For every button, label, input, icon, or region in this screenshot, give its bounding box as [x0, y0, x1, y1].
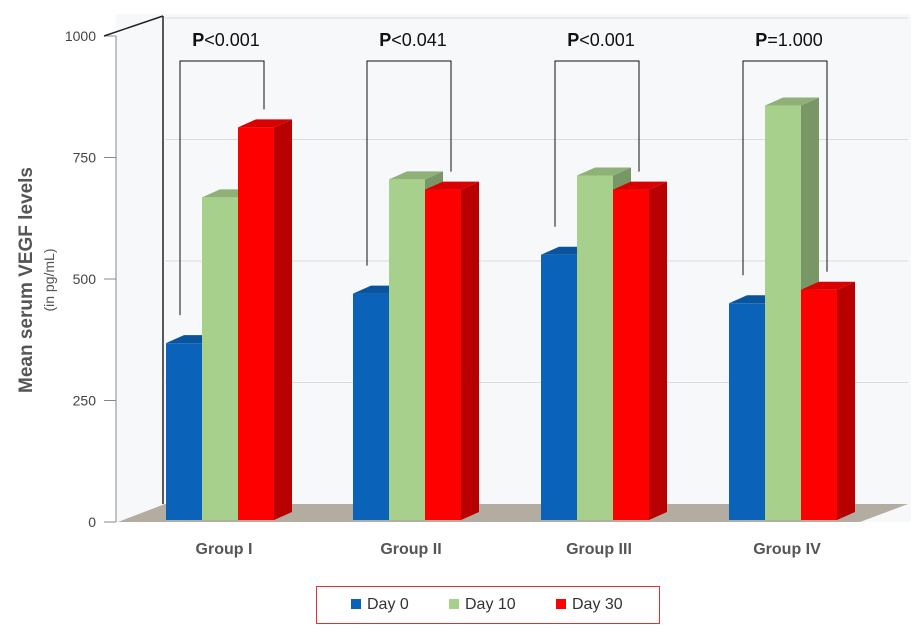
x-tick-label: Group I	[196, 541, 253, 558]
legend-swatch-day-10	[449, 599, 459, 609]
x-tick-label: Group IV	[753, 541, 821, 558]
p-value-label: P<0.001	[192, 30, 260, 50]
bar-front	[765, 105, 801, 521]
bar-front	[238, 127, 274, 521]
x-axis-labels: Group I Group II Group III Group IV	[196, 541, 822, 558]
back-wall-top-edge	[103, 15, 164, 37]
p-value-brackets: P<0.001 P<0.041 P<0.001 P=1.000	[179, 30, 828, 316]
bar-front	[353, 293, 389, 520]
bar-side	[274, 119, 292, 521]
p-value-label: P<0.001	[567, 30, 635, 50]
y-tick-label: 750	[73, 150, 97, 166]
legend-label: Day 0	[367, 596, 409, 613]
bar-front	[425, 189, 461, 521]
bar	[238, 119, 292, 521]
p-value-bracket	[554, 60, 640, 227]
legend-swatch-day-0	[351, 599, 361, 609]
bar-top	[613, 181, 667, 190]
p-value-bracket	[179, 60, 265, 316]
x-tick-label: Group III	[566, 541, 632, 558]
y-tick-label: 250	[73, 393, 97, 409]
p-value-bracket	[742, 60, 828, 276]
bar-front	[541, 254, 577, 520]
bar	[801, 281, 855, 520]
y-axis: 0 250 500 750 1000	[65, 15, 164, 530]
bar-side	[649, 181, 667, 521]
bar-top	[801, 281, 855, 290]
bar-top	[577, 167, 631, 176]
x-tick-label: Group II	[380, 541, 441, 558]
legend-label: Day 30	[572, 596, 623, 613]
bar-front	[389, 179, 425, 520]
y-tick-label: 500	[73, 271, 97, 287]
bars	[166, 97, 855, 521]
bar-front	[577, 175, 613, 520]
legend-item-day-0: Day 0	[351, 596, 409, 614]
legend-item-day-10: Day 10	[449, 596, 516, 614]
chart-floor	[118, 504, 908, 522]
y-tick-label: 1000	[65, 28, 96, 44]
bar-front	[166, 343, 202, 520]
bar-side	[837, 281, 855, 520]
bar-front	[729, 303, 765, 520]
bar-top	[389, 171, 443, 180]
plot-background	[116, 14, 911, 522]
bar-front	[613, 189, 649, 521]
legend-item-day-30: Day 30	[556, 596, 623, 614]
y-axis-title: Mean serum VEGF levels	[16, 167, 37, 393]
bar	[425, 181, 479, 521]
bar-side	[461, 181, 479, 521]
p-value-bracket	[366, 60, 452, 266]
legend-label: Day 10	[465, 596, 516, 613]
legend: Day 0 Day 10 Day 30	[316, 586, 660, 624]
y-axis-subtitle: (in pg/mL)	[41, 248, 57, 311]
bar-front	[202, 197, 238, 521]
bar-top	[425, 181, 479, 190]
p-value-label: P=1.000	[755, 30, 823, 50]
bar-top	[765, 97, 819, 106]
y-tick-label: 0	[88, 514, 96, 530]
bar	[613, 181, 667, 521]
bar-front	[801, 289, 837, 520]
legend-swatch-day-30	[556, 599, 566, 609]
p-value-label: P<0.041	[379, 30, 447, 50]
bar-top	[238, 119, 292, 128]
